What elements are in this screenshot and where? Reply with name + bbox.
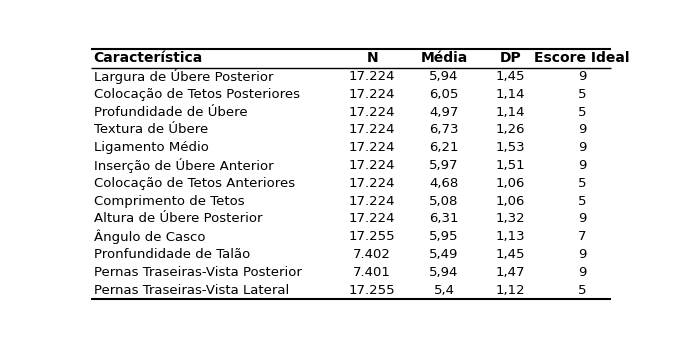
Text: Pernas Traseiras-Vista Posterior: Pernas Traseiras-Vista Posterior bbox=[94, 266, 301, 279]
Text: 17.224: 17.224 bbox=[349, 177, 395, 190]
Text: Colocação de Tetos Anteriores: Colocação de Tetos Anteriores bbox=[94, 177, 295, 190]
Text: 6,05: 6,05 bbox=[429, 88, 459, 101]
Text: 1,32: 1,32 bbox=[495, 212, 525, 225]
Text: N: N bbox=[366, 51, 378, 65]
Text: Escore Ideal: Escore Ideal bbox=[534, 51, 630, 65]
Text: Ligamento Médio: Ligamento Médio bbox=[94, 141, 208, 154]
Text: Colocação de Tetos Posteriores: Colocação de Tetos Posteriores bbox=[94, 88, 299, 101]
Text: 5: 5 bbox=[577, 177, 586, 190]
Text: 17.224: 17.224 bbox=[349, 159, 395, 172]
Text: 1,06: 1,06 bbox=[496, 194, 525, 207]
Text: Comprimento de Tetos: Comprimento de Tetos bbox=[94, 194, 245, 207]
Text: Textura de Úbere: Textura de Úbere bbox=[94, 123, 208, 136]
Text: 7.402: 7.402 bbox=[353, 248, 391, 261]
Text: 1,51: 1,51 bbox=[495, 159, 525, 172]
Text: 5,97: 5,97 bbox=[429, 159, 459, 172]
Text: 5,08: 5,08 bbox=[429, 194, 459, 207]
Text: DP: DP bbox=[499, 51, 521, 65]
Text: 1,45: 1,45 bbox=[495, 70, 525, 83]
Text: 5,4: 5,4 bbox=[434, 284, 454, 296]
Text: 7.401: 7.401 bbox=[353, 266, 391, 279]
Text: 9: 9 bbox=[578, 141, 586, 154]
Text: 17.224: 17.224 bbox=[349, 194, 395, 207]
Text: Inserção de Úbere Anterior: Inserção de Úbere Anterior bbox=[94, 158, 273, 173]
Text: 17.255: 17.255 bbox=[349, 230, 396, 243]
Text: Pronfundidade de Talão: Pronfundidade de Talão bbox=[94, 248, 250, 261]
Text: 17.224: 17.224 bbox=[349, 88, 395, 101]
Text: 1,14: 1,14 bbox=[495, 105, 525, 119]
Text: 9: 9 bbox=[578, 248, 586, 261]
Text: 1,14: 1,14 bbox=[495, 88, 525, 101]
Text: 7: 7 bbox=[577, 230, 586, 243]
Text: 17.255: 17.255 bbox=[349, 284, 396, 296]
Text: 1,12: 1,12 bbox=[495, 284, 525, 296]
Text: 9: 9 bbox=[578, 70, 586, 83]
Text: 9: 9 bbox=[578, 159, 586, 172]
Text: Ângulo de Casco: Ângulo de Casco bbox=[94, 230, 205, 244]
Text: 6,21: 6,21 bbox=[429, 141, 459, 154]
Text: 4,97: 4,97 bbox=[429, 105, 459, 119]
Text: 1,06: 1,06 bbox=[496, 177, 525, 190]
Text: 4,68: 4,68 bbox=[429, 177, 458, 190]
Text: 9: 9 bbox=[578, 212, 586, 225]
Text: 9: 9 bbox=[578, 266, 586, 279]
Text: 1,47: 1,47 bbox=[495, 266, 525, 279]
Text: 6,31: 6,31 bbox=[429, 212, 459, 225]
Text: 1,26: 1,26 bbox=[495, 123, 525, 136]
Text: Altura de Úbere Posterior: Altura de Úbere Posterior bbox=[94, 212, 262, 225]
Text: Pernas Traseiras-Vista Lateral: Pernas Traseiras-Vista Lateral bbox=[94, 284, 289, 296]
Text: 5,49: 5,49 bbox=[429, 248, 459, 261]
Text: 1,13: 1,13 bbox=[495, 230, 525, 243]
Text: Largura de Úbere Posterior: Largura de Úbere Posterior bbox=[94, 69, 273, 84]
Text: 5,94: 5,94 bbox=[429, 266, 459, 279]
Text: Característica: Característica bbox=[94, 51, 203, 65]
Text: 5,95: 5,95 bbox=[429, 230, 459, 243]
Text: 9: 9 bbox=[578, 123, 586, 136]
Text: 5: 5 bbox=[577, 105, 586, 119]
Text: Profundidade de Úbere: Profundidade de Úbere bbox=[94, 105, 247, 119]
Text: 17.224: 17.224 bbox=[349, 123, 395, 136]
Text: 17.224: 17.224 bbox=[349, 105, 395, 119]
Text: 5: 5 bbox=[577, 88, 586, 101]
Text: Média: Média bbox=[421, 51, 468, 65]
Text: 1,45: 1,45 bbox=[495, 248, 525, 261]
Text: 5,94: 5,94 bbox=[429, 70, 459, 83]
Text: 1,53: 1,53 bbox=[495, 141, 525, 154]
Text: 17.224: 17.224 bbox=[349, 70, 395, 83]
Text: 17.224: 17.224 bbox=[349, 212, 395, 225]
Text: 17.224: 17.224 bbox=[349, 141, 395, 154]
Text: 5: 5 bbox=[577, 194, 586, 207]
Text: 6,73: 6,73 bbox=[429, 123, 459, 136]
Text: 5: 5 bbox=[577, 284, 586, 296]
